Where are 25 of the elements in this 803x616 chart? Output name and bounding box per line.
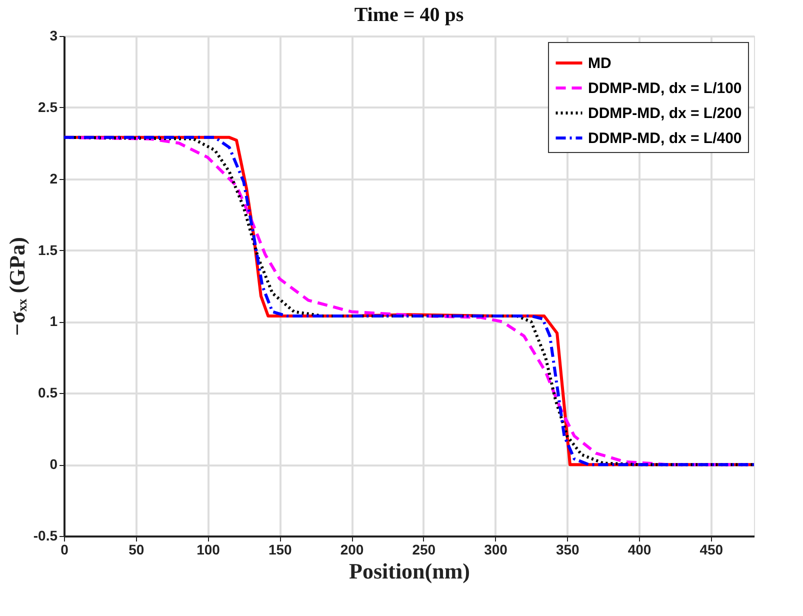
legend-label: DDMP-MD, dx = L/200 [588, 105, 742, 122]
y-tick-label: 2.5 [38, 98, 58, 115]
x-tick-label: 50 [128, 542, 144, 558]
y-tick-label: 1.5 [38, 242, 58, 258]
y-tick-label: 0.5 [38, 384, 58, 401]
x-tick-label: 0 [60, 542, 69, 558]
x-tick-label: 250 [412, 542, 436, 558]
chart-title: Time = 40 ps [354, 4, 464, 26]
x-tick-label: 400 [628, 542, 652, 558]
x-tick-label: 100 [196, 542, 220, 558]
y-tick-label: 2 [50, 170, 58, 186]
y-tick-label: 0 [50, 456, 58, 472]
x-tick-label: 200 [340, 542, 364, 558]
x-axis-title: Position(nm) [349, 558, 470, 584]
legend-label: MD [588, 55, 612, 72]
x-tick-label: 300 [484, 542, 508, 558]
x-tick-label: 150 [268, 542, 292, 558]
y-tick-label: -0.5 [33, 528, 58, 544]
y-tick-label: 3 [50, 28, 58, 44]
y-tick-label: 1 [50, 313, 58, 330]
x-tick-label: 350 [556, 542, 580, 558]
y-axis-title: −σₓₓ (GPa) [4, 237, 30, 336]
legend-label: DDMP-MD, dx = L/400 [588, 130, 742, 147]
legend-label: DDMP-MD, dx = L/100 [588, 80, 742, 97]
x-tick-label: 450 [700, 542, 724, 558]
